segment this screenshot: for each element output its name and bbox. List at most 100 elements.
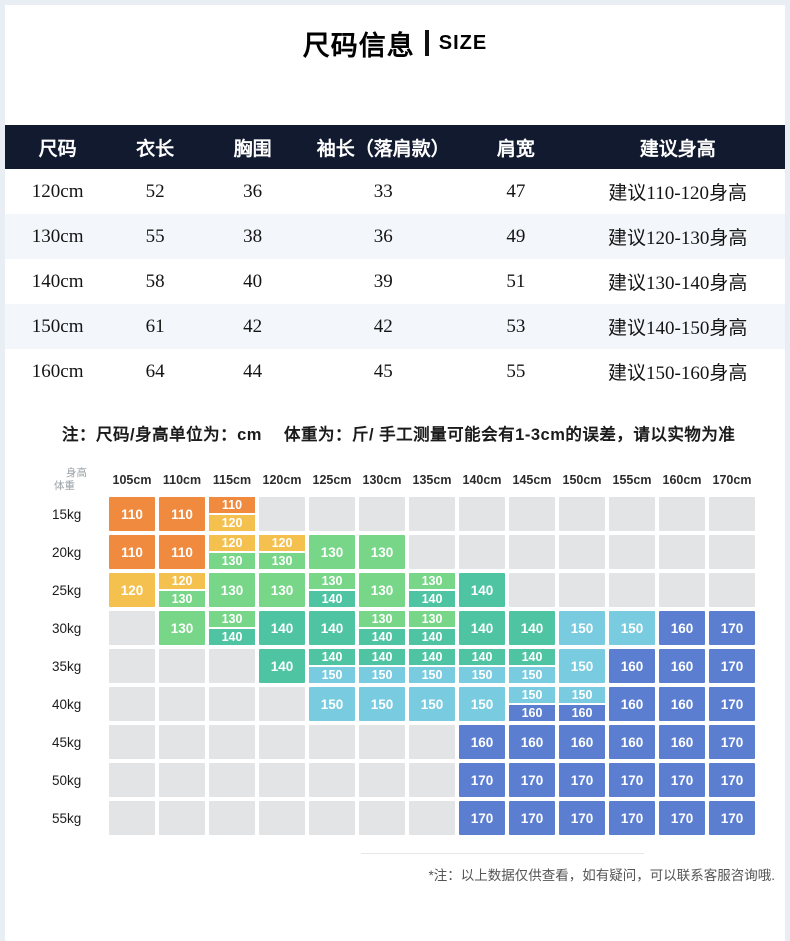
size-table-cell: 160cm	[31, 360, 84, 382]
matrix-cell-empty	[309, 497, 355, 531]
matrix-cell-empty	[109, 687, 155, 721]
matrix-cell: 170	[709, 649, 755, 683]
size-table-row: 120cm 52 36 33 47 建议110-120身高	[5, 169, 785, 214]
matrix-grid: 身高 体重 105cm 110cm 115cm 120cm 125cm 130cm 135cm 1…	[50, 467, 785, 835]
matrix-cell-empty	[309, 725, 355, 759]
matrix-cell-empty	[159, 763, 205, 797]
footer-note: *注：以上数据仅供查看，如有疑问，可以联系客服咨询哦.	[428, 868, 775, 883]
measurement-note: 注：尺码/身高单位为：cm 体重为：斤/ 手工测量可能会有1-3cm的误差，请以…	[62, 426, 736, 444]
matrix-cell-empty	[359, 725, 405, 759]
size-table-cell: 建议120-130身高	[608, 228, 748, 249]
matrix-cell-empty	[559, 535, 605, 569]
matrix-cell-split-bottom: 150	[459, 667, 505, 683]
matrix-cell-empty	[259, 763, 305, 797]
matrix-cell-split-bottom: 140	[359, 629, 405, 645]
matrix-cell-split-top: 140	[509, 649, 555, 665]
matrix-cell-empty	[109, 649, 155, 683]
matrix-cell-empty	[559, 497, 605, 531]
matrix-cell-empty	[259, 801, 305, 835]
size-table-cell: 42	[243, 315, 263, 337]
matrix-cell-split: 150 160	[509, 687, 555, 721]
matrix-cell-split-top: 140	[359, 649, 405, 665]
matrix-cell-empty	[359, 763, 405, 797]
matrix-cell-empty	[159, 801, 205, 835]
matrix-cell: 150	[559, 611, 605, 645]
footer-divider	[361, 853, 644, 854]
size-table-cell: 140cm	[31, 270, 84, 292]
size-table-cell: 42	[373, 315, 393, 337]
matrix-cell-empty	[609, 573, 655, 607]
size-table-cell: 45	[373, 360, 393, 382]
matrix-cell-empty	[409, 763, 455, 797]
matrix-cell-split-top: 120	[259, 535, 305, 551]
matrix-cell-empty	[109, 801, 155, 835]
matrix-cell-empty	[509, 535, 555, 569]
matrix-cell: 150	[559, 649, 605, 683]
matrix-cell-split: 110 120	[209, 497, 255, 531]
title-divider-bar	[424, 30, 429, 56]
matrix-cell-split-top: 130	[309, 573, 355, 589]
matrix-column-header: 110cm	[162, 473, 202, 487]
matrix-row-label: 15kg	[52, 506, 82, 522]
matrix-cell-split-top: 150	[559, 687, 605, 703]
matrix-cell: 140	[309, 611, 355, 645]
matrix-corner-height-label: 身高	[66, 467, 87, 480]
matrix-column-header: 120cm	[262, 473, 302, 487]
matrix-cell-empty	[659, 573, 705, 607]
matrix-cell-split: 130 140	[309, 573, 355, 607]
matrix-cell: 160	[659, 611, 705, 645]
matrix-cell: 150	[459, 687, 505, 721]
matrix-cell-empty	[109, 763, 155, 797]
matrix-cell: 140	[459, 573, 505, 607]
size-table-header-cell: 尺码	[38, 138, 77, 160]
matrix-column-header: 155cm	[612, 473, 652, 487]
size-table-cell: 64	[145, 360, 165, 382]
matrix-cell: 170	[709, 725, 755, 759]
matrix-cell: 120	[109, 573, 155, 607]
matrix-column-header: 170cm	[712, 473, 752, 487]
matrix-cell: 170	[509, 801, 555, 835]
matrix-cell-split: 140 150	[309, 649, 355, 683]
page-title-en: SIZE	[438, 31, 488, 54]
size-table-cell: 120cm	[31, 180, 84, 202]
matrix-cell: 160	[459, 725, 505, 759]
matrix-cell-empty	[209, 763, 255, 797]
matrix-row-label: 20kg	[52, 544, 82, 560]
matrix-row-label: 55kg	[52, 810, 82, 826]
size-table-row: 150cm 61 42 42 53 建议140-150身高	[5, 304, 785, 349]
matrix-cell-split-bottom: 120	[209, 515, 255, 531]
matrix-cell-split-bottom: 140	[409, 629, 455, 645]
size-table-header-cell: 袖长（落肩款）	[316, 138, 450, 160]
matrix-cell: 140	[259, 649, 305, 683]
matrix-cell: 110	[159, 497, 205, 531]
matrix-cell-split: 130 140	[209, 611, 255, 645]
matrix-cell-empty	[309, 801, 355, 835]
matrix-cell-split-top: 130	[409, 611, 455, 627]
matrix-cell-split-top: 130	[209, 611, 255, 627]
matrix-cell: 160	[609, 687, 655, 721]
matrix-cell: 160	[559, 725, 605, 759]
matrix-row-label: 30kg	[52, 620, 82, 636]
matrix-cell: 160	[659, 687, 705, 721]
size-table-cell: 53	[506, 315, 526, 337]
matrix-cell-empty	[659, 535, 705, 569]
matrix-cell: 150	[409, 687, 455, 721]
matrix-cell: 130	[359, 535, 405, 569]
matrix-cell: 170	[659, 763, 705, 797]
matrix-cell-empty	[259, 725, 305, 759]
matrix-cell-empty	[559, 573, 605, 607]
matrix-column-header: 130cm	[362, 473, 402, 487]
matrix-cell-empty	[209, 687, 255, 721]
size-table-cell: 49	[506, 225, 526, 247]
matrix-cell: 160	[509, 725, 555, 759]
matrix-cell: 170	[709, 611, 755, 645]
matrix-cell-empty	[109, 611, 155, 645]
matrix-row-label: 50kg	[52, 772, 82, 788]
matrix-cell-empty	[459, 497, 505, 531]
matrix-row-label: 40kg	[52, 696, 82, 712]
matrix-cell: 110	[159, 535, 205, 569]
matrix-cell-split-top: 140	[409, 649, 455, 665]
matrix-cell: 150	[309, 687, 355, 721]
matrix-cell-empty	[659, 497, 705, 531]
matrix-cell: 110	[109, 535, 155, 569]
